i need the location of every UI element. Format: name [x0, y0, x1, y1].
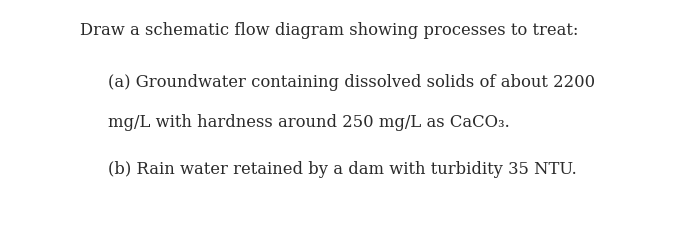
- Text: mg/L with hardness around 250 mg/L as CaCO₃.: mg/L with hardness around 250 mg/L as Ca…: [108, 113, 510, 130]
- Text: Draw a schematic flow diagram showing processes to treat:: Draw a schematic flow diagram showing pr…: [80, 22, 579, 39]
- Text: (b) Rain water retained by a dam with turbidity 35 NTU.: (b) Rain water retained by a dam with tu…: [108, 160, 578, 177]
- Text: (a) Groundwater containing dissolved solids of about 2200: (a) Groundwater containing dissolved sol…: [108, 74, 596, 91]
